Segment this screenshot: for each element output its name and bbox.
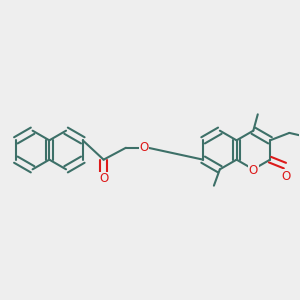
Text: O: O xyxy=(282,169,291,182)
Text: O: O xyxy=(249,164,258,177)
Text: O: O xyxy=(139,141,148,154)
Text: O: O xyxy=(99,172,108,185)
